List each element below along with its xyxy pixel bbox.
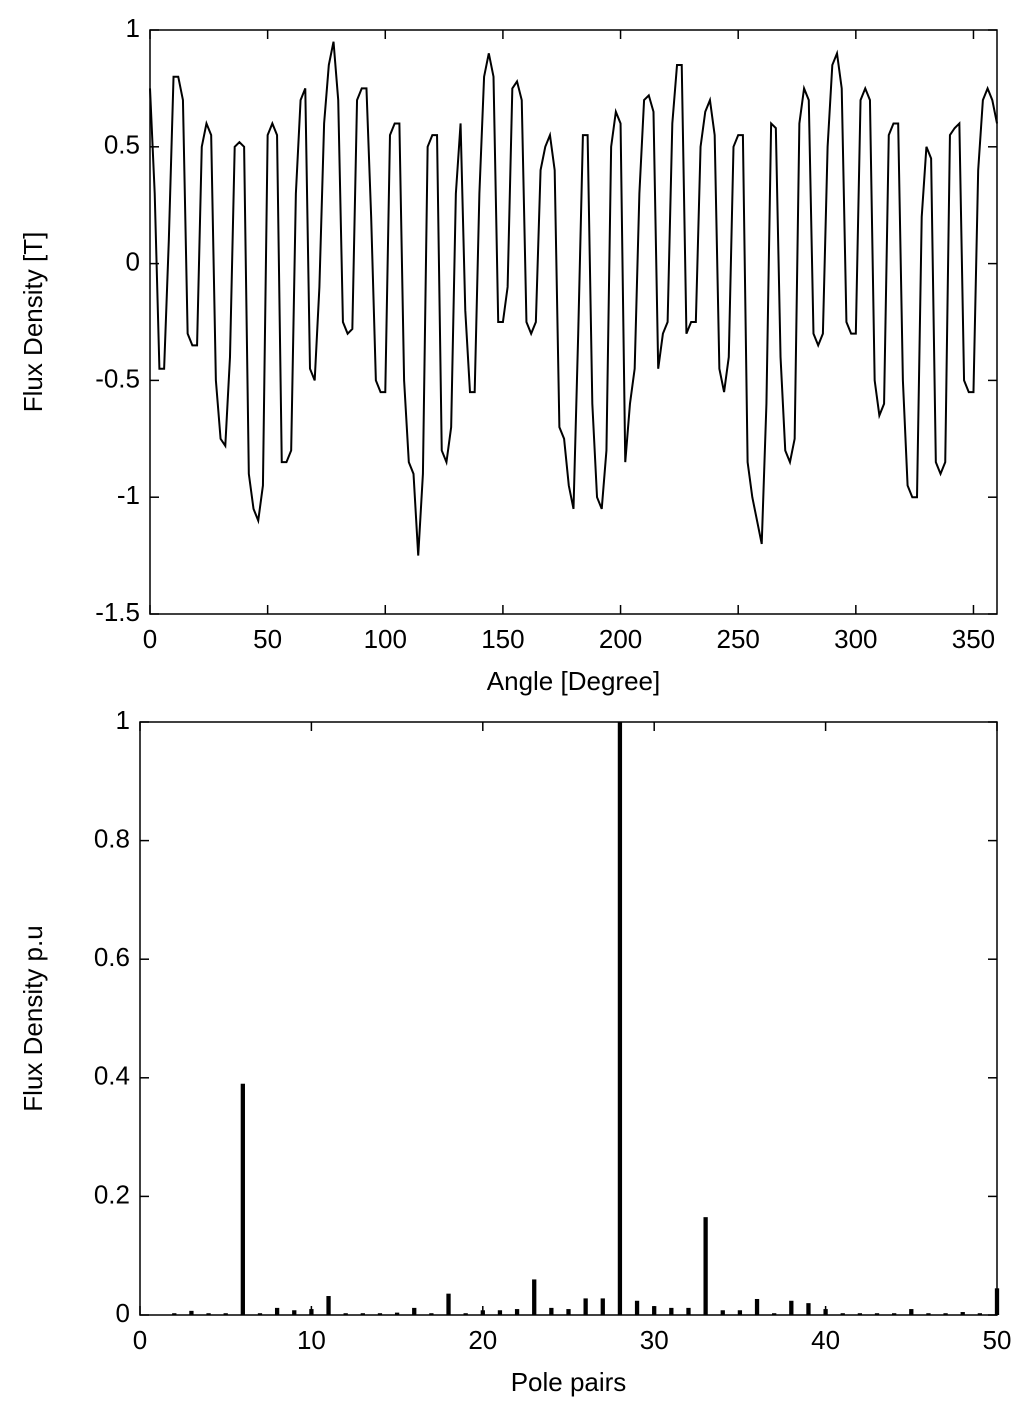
bar — [497, 1310, 503, 1315]
bar — [669, 1307, 674, 1315]
y-axis-label: Flux Density p.u — [18, 925, 48, 1111]
bar — [892, 1313, 897, 1315]
bar — [823, 1309, 828, 1315]
x-tick-label: 350 — [952, 624, 995, 654]
bar — [377, 1313, 383, 1315]
bar — [274, 1307, 280, 1315]
y-tick-label: 1 — [116, 705, 130, 735]
bar — [652, 1306, 657, 1315]
bar — [172, 1313, 177, 1315]
bar — [480, 1310, 485, 1315]
bar — [566, 1309, 571, 1315]
bar — [943, 1313, 948, 1315]
bar — [257, 1313, 263, 1315]
bar — [720, 1310, 725, 1315]
x-axis-label: Angle [Degree] — [487, 666, 660, 696]
bar — [189, 1310, 194, 1315]
bar — [429, 1313, 434, 1315]
y-tick-label: 0.5 — [104, 130, 140, 160]
x-tick-label: 200 — [599, 624, 642, 654]
bar — [600, 1298, 605, 1315]
x-tick-label: 30 — [640, 1325, 669, 1355]
y-axis-label: Flux Density [T] — [18, 232, 48, 413]
bar — [977, 1313, 983, 1315]
bar — [686, 1307, 691, 1315]
x-tick-label: 150 — [481, 624, 524, 654]
y-tick-label: -1.5 — [95, 597, 140, 627]
bar — [840, 1313, 845, 1315]
x-tick-label: 0 — [143, 624, 157, 654]
x-axis-label: Pole pairs — [511, 1367, 627, 1397]
bar — [292, 1310, 297, 1315]
bar — [463, 1313, 468, 1315]
bar — [737, 1310, 743, 1315]
bar — [909, 1309, 914, 1315]
x-tick-label: 50 — [253, 624, 282, 654]
bar — [343, 1313, 348, 1315]
bar — [223, 1313, 228, 1315]
bar — [926, 1313, 931, 1315]
x-tick-label: 100 — [364, 624, 407, 654]
bar — [240, 1083, 245, 1315]
bar — [617, 722, 623, 1315]
bar — [532, 1279, 537, 1315]
bar — [789, 1300, 794, 1315]
bar — [412, 1307, 417, 1315]
x-tick-label: 250 — [716, 624, 759, 654]
bar — [309, 1309, 314, 1315]
x-tick-label: 300 — [834, 624, 877, 654]
bar — [772, 1313, 777, 1315]
y-tick-label: 1 — [126, 13, 140, 43]
y-tick-label: -0.5 — [95, 363, 140, 393]
y-tick-label: 0 — [116, 1298, 130, 1328]
x-tick-label: 40 — [811, 1325, 840, 1355]
bar — [446, 1293, 451, 1315]
x-tick-label: 20 — [468, 1325, 497, 1355]
bar — [754, 1298, 760, 1315]
x-tick-label: 10 — [297, 1325, 326, 1355]
bar — [874, 1313, 880, 1315]
bar — [360, 1313, 365, 1315]
y-tick-label: 0 — [126, 246, 140, 276]
y-tick-label: 0.2 — [94, 1179, 130, 1209]
x-tick-label: 50 — [983, 1325, 1012, 1355]
y-tick-label: 0.4 — [94, 1061, 130, 1091]
data-line — [149, 41, 998, 556]
bar — [514, 1309, 520, 1315]
plot-area — [139, 721, 998, 1316]
bar — [960, 1312, 965, 1315]
bar — [583, 1298, 588, 1315]
bar — [634, 1300, 640, 1315]
bar — [394, 1312, 400, 1315]
y-tick-label: 0.6 — [94, 942, 130, 972]
bar — [806, 1303, 811, 1315]
bar — [206, 1313, 211, 1315]
x-tick-label: 0 — [133, 1325, 147, 1355]
y-tick-label: 0.8 — [94, 823, 130, 853]
y-tick-label: -1 — [117, 480, 140, 510]
bar — [994, 1288, 1000, 1315]
bar — [703, 1217, 708, 1315]
bar — [549, 1307, 554, 1315]
bar — [326, 1296, 331, 1315]
bar — [857, 1313, 863, 1315]
